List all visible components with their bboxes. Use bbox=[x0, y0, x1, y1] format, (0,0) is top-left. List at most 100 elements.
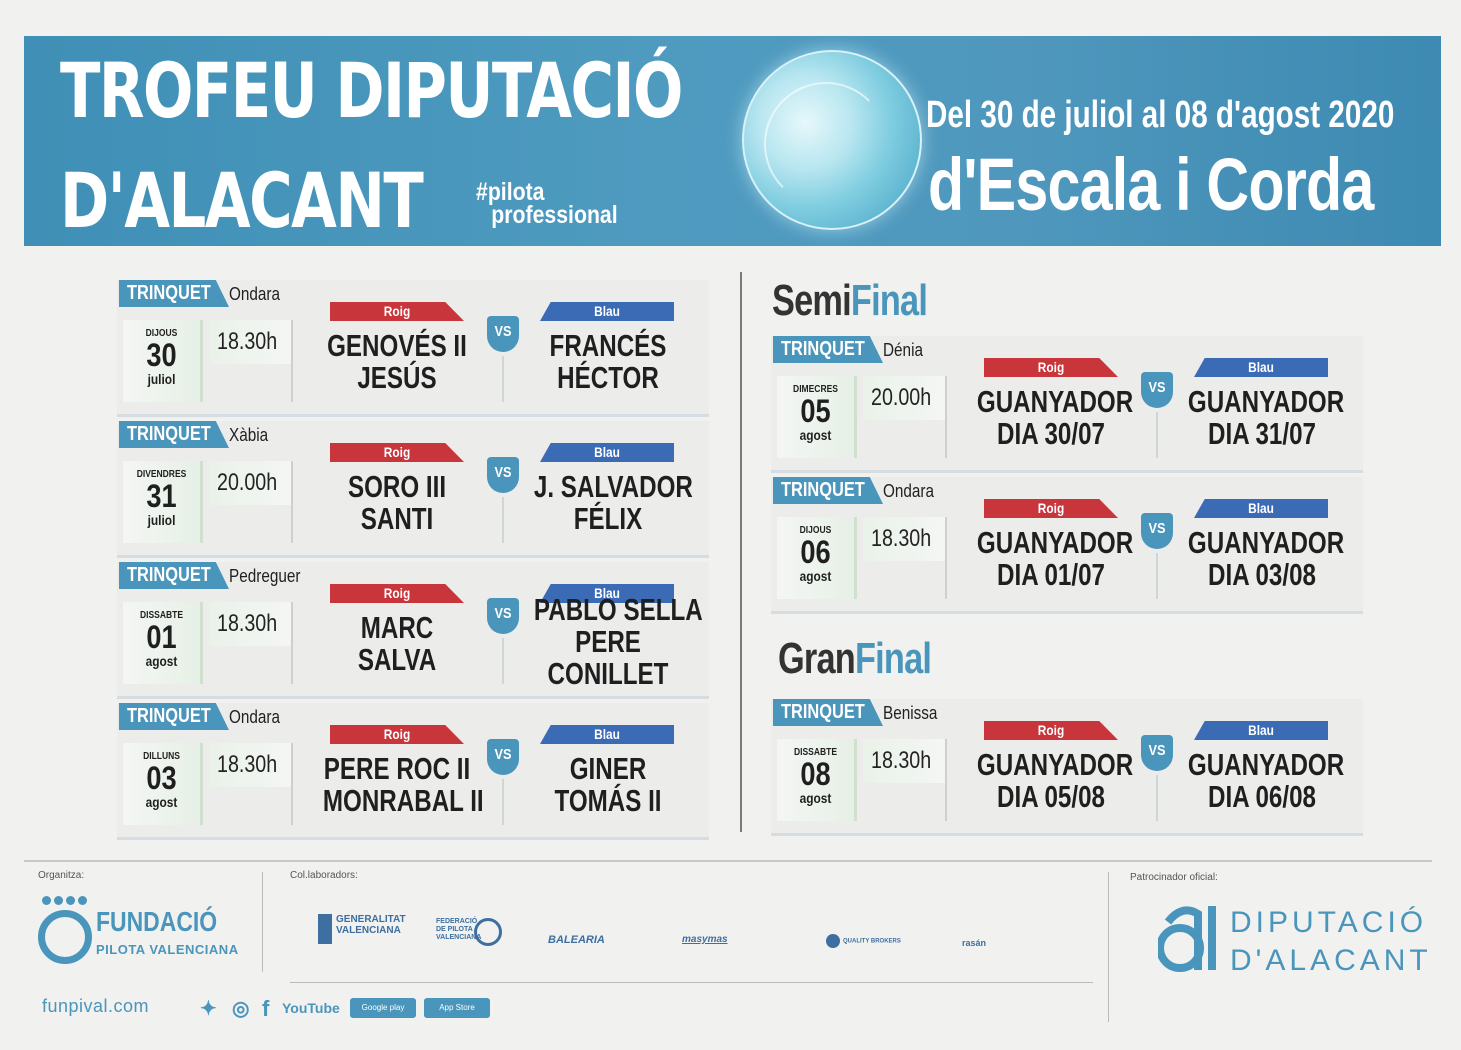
vs-label: VS bbox=[1148, 379, 1166, 396]
vs-label: VS bbox=[494, 464, 512, 481]
time-box: 18.30h bbox=[209, 743, 291, 787]
player-name: TOMÁS II bbox=[554, 783, 662, 818]
header-banner: TROFEU DIPUTACIÓ D'ALACANT #pilota profe… bbox=[24, 36, 1441, 246]
player-name: DIA 05/08 bbox=[997, 779, 1105, 814]
twitter-icon[interactable]: ✦ bbox=[200, 998, 217, 1020]
month-name: agost bbox=[799, 568, 832, 584]
day-number: 31 bbox=[146, 478, 177, 514]
player-name: SORO III bbox=[347, 469, 447, 504]
match-card: TRINQUET Ondara DIJOUS 06 agost 18.30h R… bbox=[771, 477, 1363, 615]
match-card-underline bbox=[771, 611, 1363, 614]
time-box: 20.00h bbox=[863, 376, 945, 420]
semifinal-title-a: Semi bbox=[772, 276, 852, 325]
roig-label: Roig bbox=[1037, 500, 1065, 516]
diputacio-logo-icon bbox=[1156, 900, 1224, 974]
instagram-icon[interactable]: ◎ bbox=[232, 998, 250, 1020]
player-name: GUANYADOR bbox=[1187, 747, 1345, 782]
blau-label: Blau bbox=[1248, 359, 1274, 375]
roig-label: Roig bbox=[383, 444, 411, 460]
day-of-week: DIJOUS bbox=[145, 328, 178, 339]
vs-badge: VS bbox=[487, 457, 519, 493]
vs-label: VS bbox=[1148, 520, 1166, 537]
card-separator bbox=[945, 739, 947, 821]
footer-separator bbox=[1108, 872, 1109, 1022]
trinquet-tag: TRINQUET bbox=[773, 336, 883, 363]
day-of-week: DIVENDRES bbox=[136, 469, 187, 480]
youtube-icon[interactable]: YouTube bbox=[282, 1000, 340, 1016]
vs-line bbox=[1156, 412, 1158, 458]
diputacio-name-line2: D'ALACANT bbox=[1230, 944, 1432, 977]
day-number: 05 bbox=[800, 393, 831, 429]
blau-team: GUANYADOR DIA 06/08 bbox=[1167, 749, 1357, 813]
card-separator bbox=[291, 602, 293, 684]
title-line1: TROFEU DIPUTACIÓ bbox=[60, 46, 683, 135]
player-name: MONRABAL II bbox=[322, 783, 484, 818]
vs-line bbox=[502, 497, 504, 543]
pilota-ball-icon bbox=[742, 50, 922, 230]
granfinal-title-a: Gran bbox=[778, 634, 856, 683]
date-box: DILLUNS 03 agost bbox=[123, 743, 203, 825]
trinquet-tag: TRINQUET bbox=[119, 703, 229, 730]
player-name: HÉCTOR bbox=[557, 360, 659, 395]
player-name: GUANYADOR bbox=[976, 525, 1134, 560]
blau-tag: Blau bbox=[540, 584, 674, 603]
vs-line bbox=[1156, 553, 1158, 599]
player-name: PABLO SELLA bbox=[533, 592, 703, 627]
footer-separator bbox=[290, 982, 1092, 983]
roig-team: GUANYADOR DIA 30/07 bbox=[956, 386, 1146, 450]
blau-team: GUANYADOR DIA 03/08 bbox=[1167, 527, 1357, 591]
card-separator bbox=[945, 376, 947, 458]
match-time: 20.00h bbox=[217, 469, 278, 496]
day-of-week: DIMECRES bbox=[793, 384, 838, 395]
match-card-underline bbox=[117, 414, 709, 417]
facebook-icon[interactable]: f bbox=[262, 996, 270, 1021]
trinquet-tag: TRINQUET bbox=[773, 477, 883, 504]
fundacio-logo-icon bbox=[38, 896, 92, 964]
roig-tag: Roig bbox=[330, 725, 464, 744]
player-name: SANTI bbox=[360, 501, 434, 536]
venue-name: Pedreguer bbox=[229, 566, 301, 586]
trinquet-tag: TRINQUET bbox=[119, 421, 229, 448]
logo-dot bbox=[66, 896, 75, 905]
sponsor-federacio: FEDERACIÓ DE PILOTA VALENCIANA bbox=[436, 918, 508, 946]
roig-label: Roig bbox=[383, 585, 411, 601]
trinquet-label: TRINQUET bbox=[127, 282, 211, 304]
roig-tag: Roig bbox=[984, 721, 1118, 740]
app-store-button[interactable]: App Store bbox=[424, 998, 490, 1018]
month-name: juliol bbox=[147, 512, 176, 528]
player-name: PERE bbox=[575, 624, 641, 659]
trinquet-label: TRINQUET bbox=[781, 338, 865, 360]
roig-team: GUANYADOR DIA 01/07 bbox=[956, 527, 1146, 591]
fundacio-name: FUNDACIÓ bbox=[96, 906, 218, 937]
match-card: TRINQUET Benissa DISSABTE 08 agost 18.30… bbox=[771, 699, 1363, 837]
month-name: agost bbox=[799, 427, 832, 443]
day-number: 06 bbox=[800, 534, 831, 570]
time-box: 18.30h bbox=[863, 739, 945, 783]
sponsor-rasan: rasán bbox=[962, 938, 987, 948]
blau-label: Blau bbox=[594, 585, 620, 601]
blau-team: GINER TOMÁS II bbox=[513, 753, 703, 817]
trinquet-label: TRINQUET bbox=[127, 564, 211, 586]
match-time: 20.00h bbox=[871, 384, 932, 411]
google-play-button[interactable]: Google play bbox=[350, 998, 416, 1018]
day-of-week: DILLUNS bbox=[143, 751, 180, 762]
venue-name: Ondara bbox=[229, 707, 281, 727]
quality-brokers-icon bbox=[826, 934, 840, 948]
match-time: 18.30h bbox=[217, 328, 278, 355]
player-name: GUANYADOR bbox=[1187, 525, 1345, 560]
vs-line bbox=[1156, 775, 1158, 821]
match-card: TRINQUET Ondara DILLUNS 03 agost 18.30h … bbox=[117, 703, 709, 841]
trinquet-label: TRINQUET bbox=[127, 423, 211, 445]
hashtag-line1: #pilota bbox=[476, 178, 545, 206]
day-number: 30 bbox=[146, 337, 177, 373]
blau-team: GUANYADOR DIA 31/07 bbox=[1167, 386, 1357, 450]
roig-team: GENOVÉS II JESÚS bbox=[302, 330, 492, 394]
website-link[interactable]: funpival.com bbox=[42, 996, 150, 1016]
roig-label: Roig bbox=[383, 726, 411, 742]
match-card: TRINQUET Xàbia DIVENDRES 31 juliol 20.00… bbox=[117, 421, 709, 559]
player-name: GINER bbox=[569, 751, 647, 786]
blau-label: Blau bbox=[1248, 500, 1274, 516]
tournament-dates: Del 30 de juliol al 08 d'agost 2020 bbox=[926, 94, 1395, 136]
venue-name: Xàbia bbox=[229, 425, 269, 445]
